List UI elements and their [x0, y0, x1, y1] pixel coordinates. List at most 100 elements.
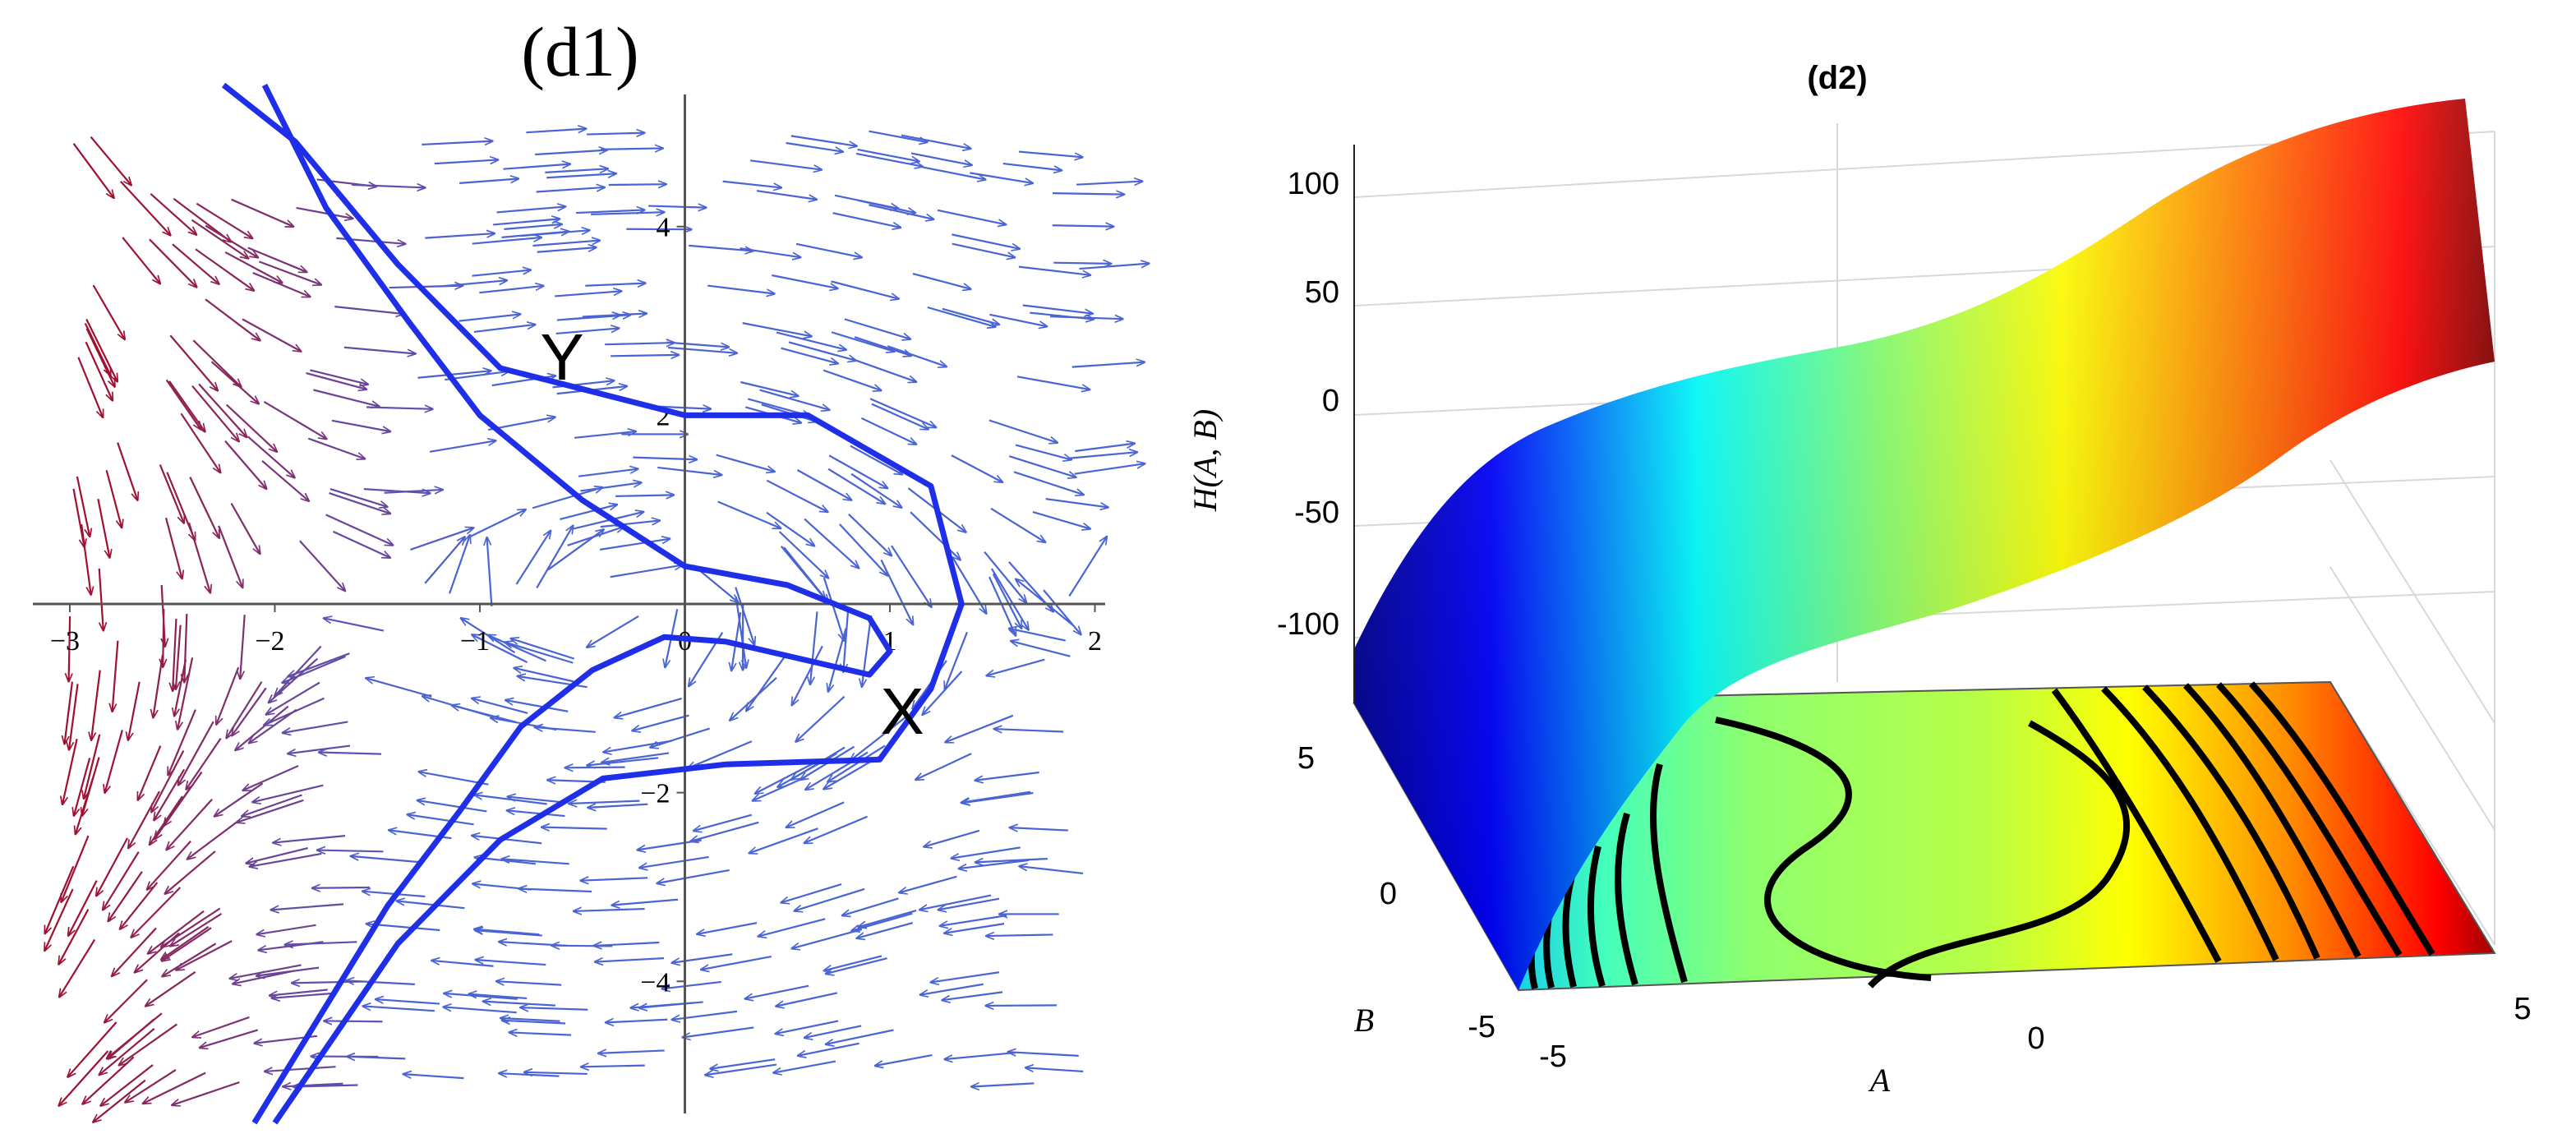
field-arrow	[984, 551, 1026, 603]
field-arrow	[410, 528, 473, 551]
field-arrow	[633, 458, 697, 460]
field-arrow	[595, 958, 665, 961]
field-arrow	[252, 271, 311, 297]
field-arrow	[243, 764, 299, 790]
field-arrow	[937, 209, 1006, 224]
field-arrow	[429, 440, 495, 453]
field-arrow	[601, 148, 663, 149]
field-arrow	[786, 801, 845, 827]
field-arrow	[546, 173, 616, 179]
field-arrow	[851, 912, 913, 931]
field-arrow	[869, 204, 933, 219]
field-arrow	[776, 992, 838, 1006]
field-arrow	[479, 286, 543, 294]
field-arrow	[823, 369, 881, 391]
field-arrow	[472, 270, 532, 277]
field-arrow	[1071, 362, 1145, 368]
field-arrow	[225, 403, 277, 451]
field-arrow	[1011, 641, 1071, 657]
field-arrow	[587, 133, 644, 135]
field-arrow	[758, 918, 826, 936]
z-tick-label: 100	[1288, 167, 1339, 201]
field-arrow	[1075, 444, 1134, 453]
field-arrow	[795, 887, 865, 911]
field-arrow	[944, 923, 1005, 933]
field-arrow	[569, 801, 640, 804]
field-arrow	[810, 611, 818, 684]
field-arrow	[178, 721, 214, 785]
field-arrow	[986, 658, 1045, 676]
field-arrow	[196, 202, 252, 238]
field-arrow	[689, 244, 753, 251]
field-arrow	[192, 1016, 250, 1037]
field-arrow	[859, 909, 917, 927]
field-arrow	[261, 459, 309, 501]
field-arrow	[285, 942, 357, 944]
field-arrow	[487, 537, 493, 606]
field-arrow	[431, 961, 494, 967]
z-tick-label: 50	[1305, 275, 1339, 310]
field-arrow	[772, 274, 837, 288]
field-arrow	[869, 398, 936, 427]
field-arrow	[154, 786, 192, 839]
field-arrow	[343, 346, 416, 354]
field-arrow	[688, 740, 753, 768]
field-arrow	[701, 956, 772, 970]
field-arrow	[122, 237, 160, 283]
field-arrow	[682, 1026, 754, 1037]
field-arrow	[138, 745, 162, 800]
field-arrow	[850, 716, 906, 761]
field-arrow	[1076, 182, 1142, 185]
field-arrow	[824, 955, 882, 970]
field-arrow	[792, 645, 823, 705]
field-arrow	[187, 522, 210, 592]
field-arrow	[910, 152, 972, 165]
field-arrow	[975, 771, 1039, 781]
field-arrow	[1009, 455, 1076, 477]
field-arrow	[749, 827, 818, 853]
field-arrow	[541, 827, 607, 829]
field-arrow	[657, 466, 721, 475]
field-arrow	[901, 134, 971, 149]
field-arrow	[990, 507, 1045, 542]
field-arrow	[186, 737, 222, 790]
trajectory-curve	[221, 82, 965, 1125]
field-arrow	[717, 500, 781, 528]
field-arrow	[99, 1028, 155, 1075]
field-arrow	[472, 883, 532, 891]
field-arrow	[205, 224, 258, 258]
field-arrow	[735, 587, 754, 645]
field-arrow	[857, 921, 914, 938]
field-arrow	[113, 640, 119, 712]
field-arrow	[192, 339, 241, 387]
trajectory-curve	[251, 83, 893, 1125]
field-arrow	[776, 1020, 839, 1034]
field-arrow	[944, 1051, 1016, 1059]
field-arrow	[417, 371, 491, 379]
field-arrow	[959, 859, 1030, 869]
field-arrow	[1032, 510, 1090, 529]
field-arrow	[545, 168, 607, 173]
field-arrow	[263, 400, 326, 439]
field-arrow	[927, 306, 996, 327]
field-arrow	[857, 148, 919, 162]
field-arrow	[804, 518, 859, 569]
field-arrow	[511, 638, 575, 660]
field-arrow	[474, 929, 540, 936]
field-arrow	[362, 1006, 435, 1012]
field-arrow	[639, 855, 709, 868]
field-arrow	[274, 645, 322, 697]
field-arrow	[288, 652, 350, 676]
field-arrow	[1052, 193, 1124, 194]
field-arrow	[376, 999, 440, 1005]
field-arrow	[312, 887, 371, 888]
field-arrow	[247, 436, 295, 477]
field-arrow	[710, 1058, 776, 1069]
field-arrow	[180, 412, 220, 472]
field-arrow	[606, 1020, 668, 1023]
field-arrow	[742, 322, 812, 336]
field-arrow	[164, 517, 182, 578]
a-tick-label: -5	[1539, 1039, 1567, 1074]
field-arrow	[707, 284, 774, 294]
field-arrow	[952, 242, 1015, 258]
